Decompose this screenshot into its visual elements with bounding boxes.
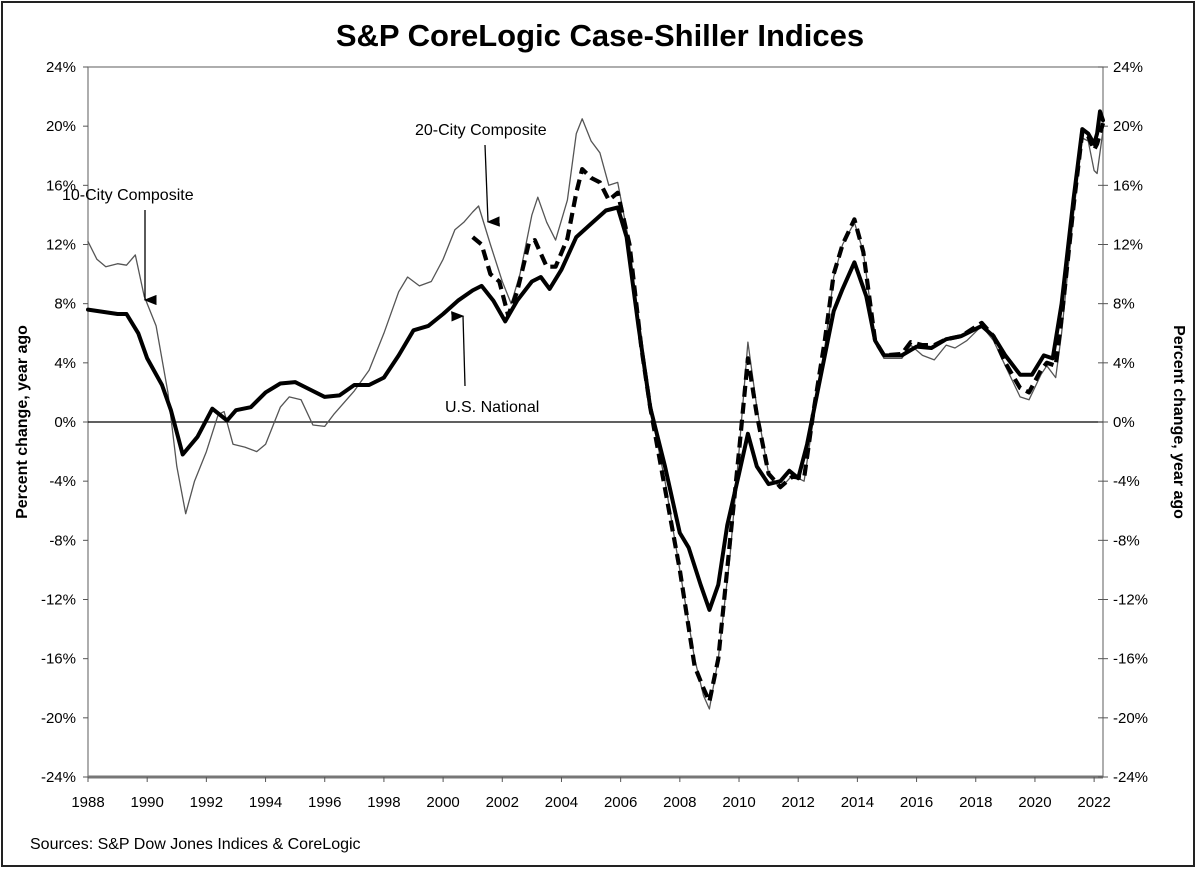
- series-line-20-city-composite: [471, 122, 1106, 704]
- x-tick-label: 2004: [545, 794, 578, 811]
- x-tick-label: 2002: [486, 794, 519, 811]
- y-tick-label-right: 16%: [1113, 177, 1143, 194]
- x-tick-label: 2000: [426, 794, 459, 811]
- x-tick-label: 2016: [900, 794, 933, 811]
- y-tick-label-right: -4%: [1113, 473, 1140, 490]
- x-tick-label: 2006: [604, 794, 637, 811]
- y-tick-label-right: 4%: [1113, 355, 1135, 372]
- y-tick-label-left: 0%: [54, 414, 76, 431]
- y-axis-label-right: Percent change, year ago: [1170, 325, 1187, 519]
- y-tick-label-right: 12%: [1113, 237, 1143, 254]
- x-tick-label: 2010: [722, 794, 755, 811]
- x-tick-label: 2008: [663, 794, 696, 811]
- annotation-label: 20-City Composite: [415, 122, 547, 139]
- y-tick-label-right: 0%: [1113, 414, 1135, 431]
- y-tick-label-right: -16%: [1113, 651, 1148, 668]
- annotation-arrow-icon: [484, 144, 500, 227]
- x-tick-label: 2014: [841, 794, 874, 811]
- y-tick-label-left: -4%: [49, 473, 76, 490]
- x-tick-label: 2020: [1018, 794, 1051, 811]
- chart-title: S&P CoreLogic Case-Shiller Indices: [335, 18, 865, 53]
- y-tick-label-left: 4%: [54, 355, 76, 372]
- annotation-arrow-icon: [451, 311, 466, 387]
- x-tick-label: 2012: [782, 794, 815, 811]
- y-tick-label-right: 24%: [1113, 59, 1143, 76]
- y-tick-label-right: -8%: [1113, 532, 1140, 549]
- x-tick-label: 1990: [130, 794, 163, 811]
- x-tick-label: 2022: [1077, 794, 1110, 811]
- y-tick-label-left: -12%: [41, 592, 76, 609]
- y-tick-label-right: 8%: [1113, 296, 1135, 313]
- y-tick-label-left: -16%: [41, 651, 76, 668]
- y-tick-label-left: 24%: [46, 59, 76, 76]
- x-tick-label: 1996: [308, 794, 341, 811]
- y-tick-label-left: 20%: [46, 118, 76, 135]
- annotation-label: U.S. National: [445, 399, 539, 416]
- y-tick-label-left: -24%: [41, 769, 76, 786]
- y-tick-label-right: -20%: [1113, 710, 1148, 727]
- series-line-10-city-composite: [87, 118, 1104, 710]
- x-tick-label: 1992: [190, 794, 223, 811]
- series-line-u-s-national: [86, 109, 1105, 612]
- x-tick-label: 2018: [959, 794, 992, 811]
- y-tick-label-left: -20%: [41, 710, 76, 727]
- y-tick-label-left: 12%: [46, 237, 76, 254]
- y-tick-label-left: 8%: [54, 296, 76, 313]
- y-tick-label-right: -24%: [1113, 769, 1148, 786]
- y-tick-label-left: 16%: [46, 177, 76, 194]
- x-tick-label: 1998: [367, 794, 400, 811]
- y-tick-label-right: -12%: [1113, 592, 1148, 609]
- y-tick-label-right: 20%: [1113, 118, 1143, 135]
- x-tick-label: 1994: [249, 794, 282, 811]
- annotation-label: 10-City Composite: [62, 187, 194, 204]
- source-note: Sources: S&P Dow Jones Indices & CoreLog…: [30, 836, 361, 853]
- y-tick-label-left: -8%: [49, 532, 76, 549]
- y-axis-label-left: Percent change, year ago: [14, 325, 31, 519]
- x-tick-label: 1988: [71, 794, 104, 811]
